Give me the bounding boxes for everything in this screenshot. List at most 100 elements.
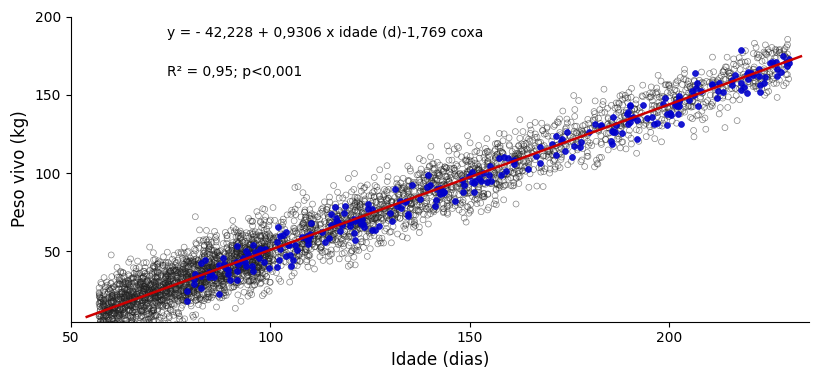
Point — [138, 305, 151, 311]
Point — [314, 221, 327, 227]
Point — [204, 247, 217, 253]
Point — [256, 252, 269, 258]
Point — [654, 116, 667, 122]
Point — [245, 236, 258, 242]
Point — [627, 106, 640, 112]
Point — [111, 315, 124, 321]
Point — [131, 275, 144, 281]
Point — [111, 313, 124, 319]
Point — [650, 114, 663, 120]
Point — [746, 51, 759, 57]
Point — [353, 203, 366, 209]
Point — [117, 282, 130, 288]
Point — [129, 293, 142, 299]
Point — [179, 281, 192, 287]
Point — [634, 110, 647, 116]
Point — [211, 293, 224, 299]
Point — [217, 279, 230, 285]
Point — [214, 272, 227, 279]
Point — [260, 252, 273, 258]
Point — [459, 181, 472, 187]
Point — [442, 178, 455, 184]
Point — [473, 155, 486, 161]
Point — [242, 215, 255, 221]
Point — [188, 263, 201, 269]
Point — [513, 173, 526, 179]
Point — [461, 184, 474, 190]
Point — [748, 79, 761, 85]
Point — [136, 290, 149, 296]
Point — [693, 81, 706, 87]
Point — [108, 321, 121, 327]
Point — [335, 210, 348, 216]
Point — [728, 86, 741, 92]
Point — [323, 227, 336, 233]
Point — [363, 234, 376, 240]
Point — [441, 211, 454, 217]
Point — [111, 301, 124, 307]
Point — [202, 291, 215, 297]
Point — [726, 97, 739, 103]
Point — [121, 277, 134, 283]
Point — [138, 297, 152, 303]
Point — [304, 225, 317, 231]
Point — [581, 142, 595, 149]
Point — [93, 294, 106, 301]
Point — [417, 175, 430, 181]
Point — [460, 169, 473, 176]
Point — [258, 259, 271, 265]
Point — [333, 239, 346, 245]
Point — [689, 86, 702, 92]
Point — [623, 103, 636, 109]
Point — [218, 263, 231, 269]
Point — [296, 220, 310, 226]
Point — [180, 258, 193, 264]
Point — [192, 302, 205, 308]
Point — [109, 306, 122, 312]
Point — [485, 162, 498, 168]
Point — [392, 203, 405, 209]
Point — [559, 143, 572, 149]
Point — [323, 199, 336, 205]
Point — [247, 236, 260, 242]
Point — [632, 127, 645, 133]
Point — [313, 210, 326, 216]
Point — [305, 230, 318, 236]
Point — [242, 246, 255, 252]
Point — [116, 306, 129, 312]
Point — [111, 281, 124, 287]
Point — [330, 223, 343, 229]
Point — [122, 329, 135, 335]
Point — [477, 180, 490, 186]
Point — [184, 275, 197, 281]
Point — [246, 247, 259, 253]
Point — [93, 285, 106, 291]
Point — [349, 218, 362, 224]
Point — [750, 74, 763, 80]
Point — [733, 87, 746, 93]
Point — [354, 236, 367, 242]
Point — [297, 217, 310, 223]
Point — [259, 236, 272, 242]
Point — [217, 285, 230, 291]
Point — [174, 278, 187, 284]
Point — [346, 186, 360, 192]
Point — [191, 276, 204, 282]
Point — [260, 274, 273, 280]
Point — [143, 268, 156, 274]
Point — [161, 305, 174, 311]
Point — [569, 130, 582, 136]
Point — [133, 279, 147, 285]
Point — [537, 131, 550, 137]
Point — [147, 263, 160, 269]
Point — [262, 231, 275, 237]
Point — [194, 256, 207, 262]
Point — [647, 111, 660, 117]
Point — [206, 280, 219, 286]
Point — [344, 261, 357, 268]
Point — [206, 264, 219, 270]
Point — [123, 322, 136, 328]
Point — [324, 222, 337, 228]
Point — [121, 280, 134, 286]
Point — [740, 90, 753, 96]
